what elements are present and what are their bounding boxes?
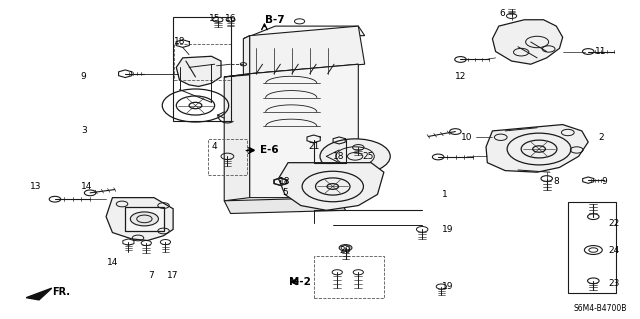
Text: B-7: B-7 [266, 15, 285, 25]
Text: 1: 1 [442, 190, 447, 199]
Text: 14: 14 [81, 182, 93, 191]
Text: 14: 14 [107, 258, 118, 267]
Text: 18: 18 [333, 152, 345, 161]
Text: 8: 8 [554, 177, 559, 186]
Circle shape [320, 139, 390, 174]
Text: 2: 2 [598, 133, 604, 142]
Bar [173, 17, 230, 122]
Text: 5: 5 [282, 188, 288, 197]
Text: 20: 20 [340, 246, 351, 255]
Text: S6M4-B4700B: S6M4-B4700B [573, 304, 627, 313]
Text: 19: 19 [442, 282, 454, 291]
Text: 12: 12 [455, 72, 466, 81]
Text: 9: 9 [81, 72, 86, 81]
Text: 15: 15 [209, 14, 220, 23]
Polygon shape [106, 197, 173, 241]
Text: 21: 21 [308, 142, 319, 151]
Text: 4: 4 [212, 142, 218, 151]
Text: 17: 17 [168, 271, 179, 280]
Circle shape [131, 212, 159, 226]
Text: M-2: M-2 [289, 277, 310, 287]
Text: 18: 18 [279, 177, 291, 186]
Text: 9: 9 [602, 177, 607, 186]
Text: 7: 7 [148, 271, 154, 280]
Polygon shape [224, 74, 250, 201]
Text: 13: 13 [30, 182, 42, 191]
Polygon shape [224, 197, 346, 213]
Polygon shape [278, 163, 384, 210]
Text: 22: 22 [608, 219, 620, 227]
Text: E-6: E-6 [260, 145, 278, 155]
Polygon shape [26, 288, 52, 300]
Bar [208, 139, 246, 175]
Text: 25: 25 [362, 152, 374, 161]
Text: 19: 19 [442, 225, 454, 234]
Bar [125, 207, 164, 231]
Text: 24: 24 [608, 246, 620, 255]
Text: FR.: FR. [52, 287, 70, 297]
Polygon shape [176, 56, 221, 86]
Text: 11: 11 [595, 47, 607, 56]
Text: 3: 3 [81, 126, 86, 135]
Text: 18: 18 [173, 38, 185, 47]
Polygon shape [243, 26, 365, 39]
Text: 6: 6 [499, 9, 505, 18]
Polygon shape [486, 124, 588, 172]
Polygon shape [224, 64, 358, 77]
Text: 23: 23 [608, 279, 620, 288]
Text: 10: 10 [461, 133, 472, 142]
Polygon shape [492, 20, 563, 64]
Text: 16: 16 [225, 14, 236, 23]
Polygon shape [250, 64, 358, 197]
Polygon shape [250, 26, 365, 74]
Polygon shape [243, 36, 250, 77]
Bar [174, 44, 230, 80]
Bar [314, 256, 384, 298]
Bar [568, 202, 616, 293]
